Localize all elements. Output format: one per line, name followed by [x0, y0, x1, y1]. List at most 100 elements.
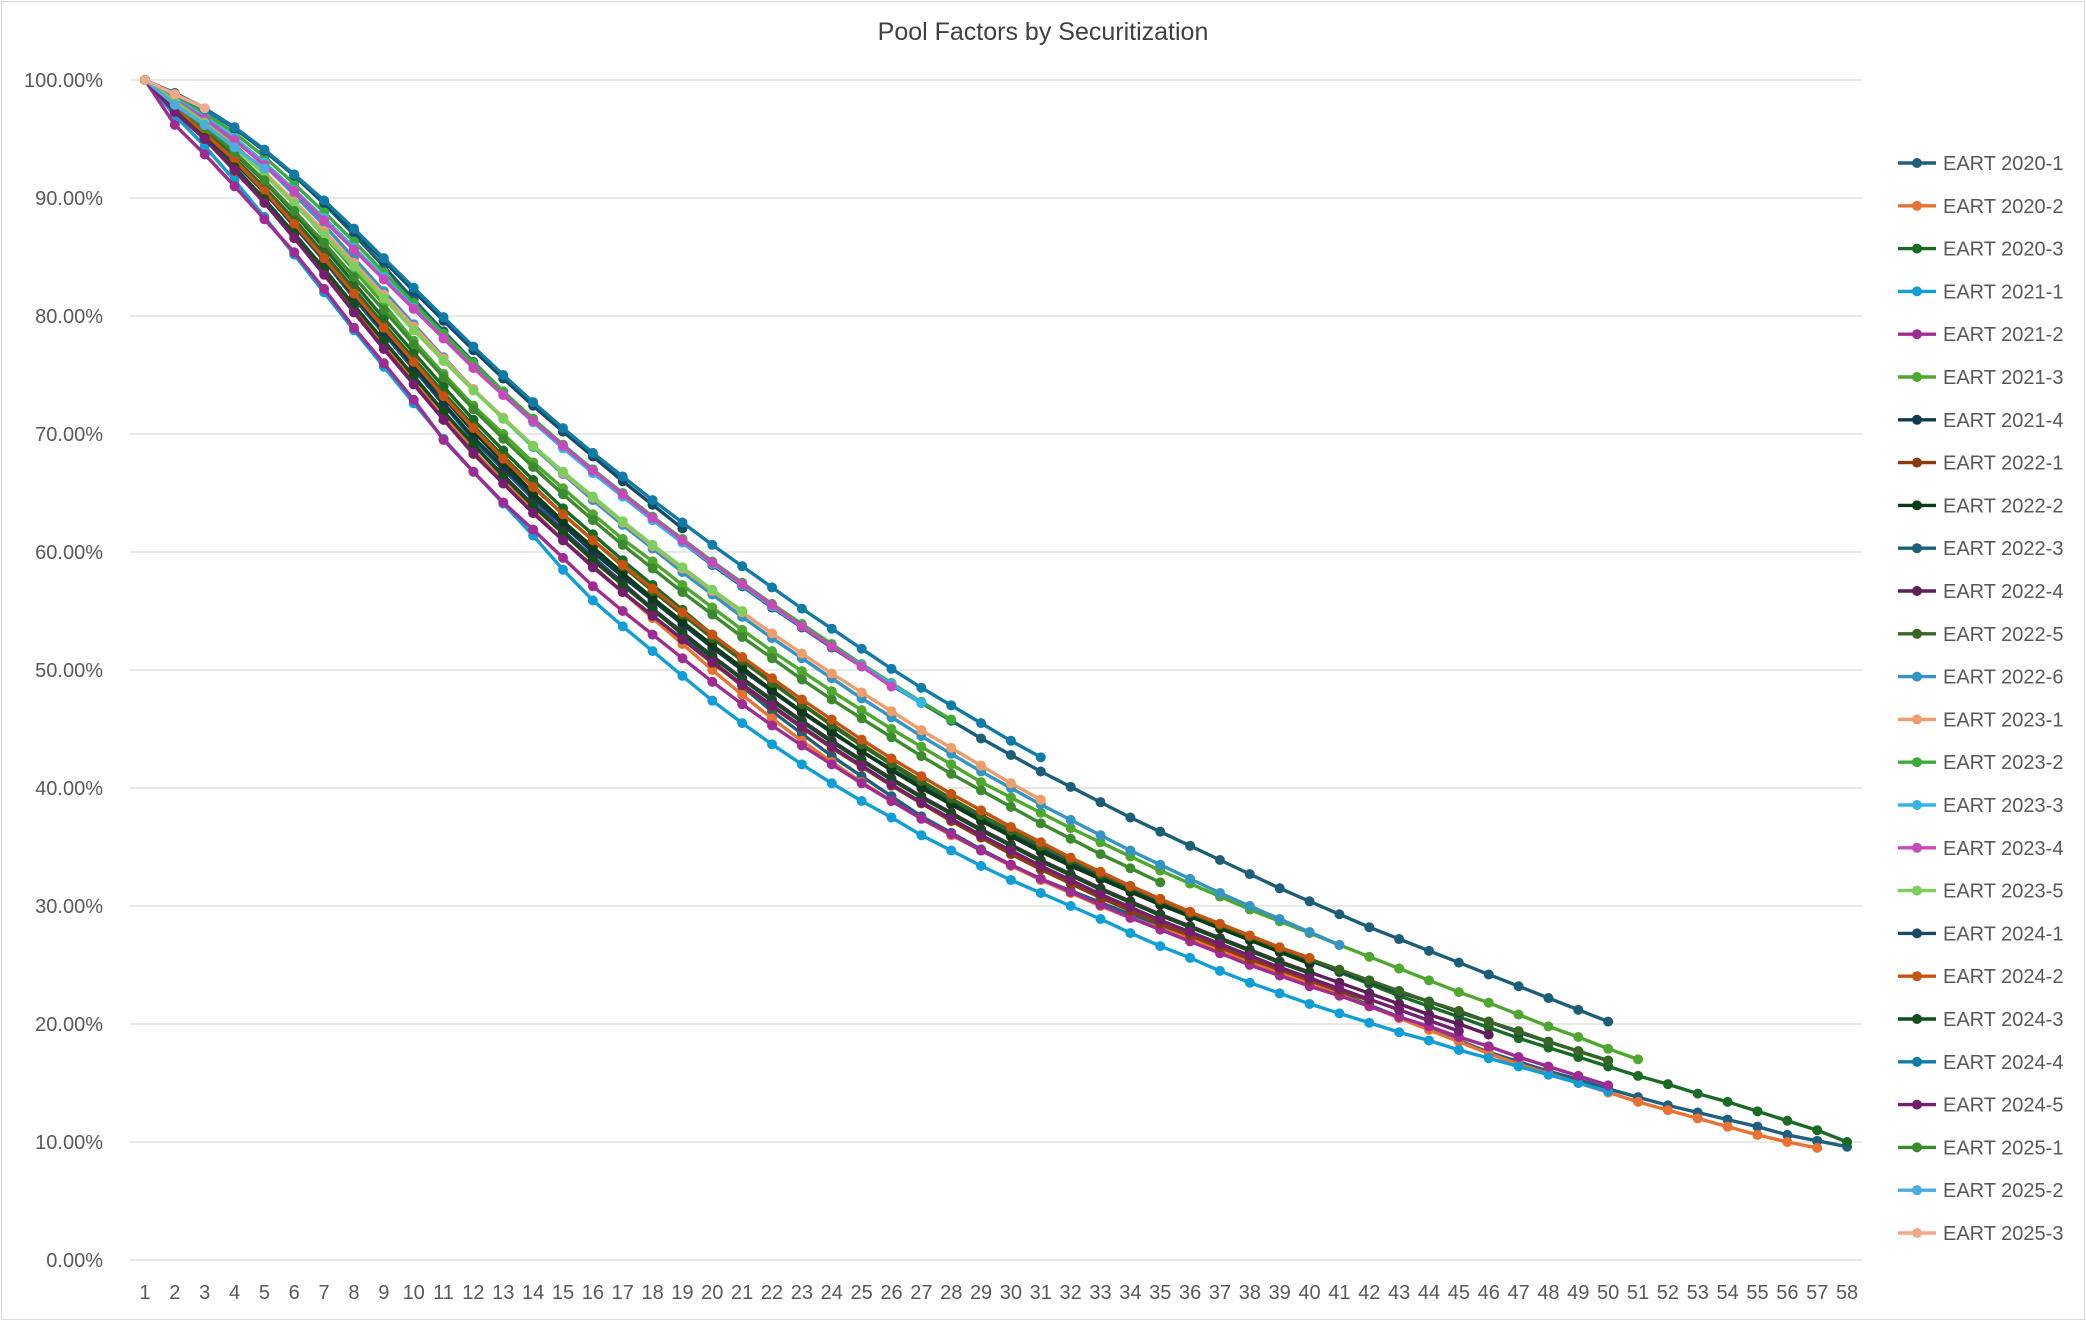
data-point: [647, 610, 658, 621]
legend-item: EART 2024-5: [1898, 1095, 2063, 1117]
data-point: [916, 741, 927, 752]
data-point: [647, 556, 658, 567]
legend-item: EART 2022-3: [1898, 538, 2063, 560]
data-point: [767, 628, 778, 639]
data-point: [289, 218, 300, 229]
data-point: [259, 163, 270, 174]
legend-item: EART 2020-2: [1898, 196, 2063, 218]
data-point: [1662, 1079, 1673, 1090]
legend-item: EART 2023-3: [1898, 795, 2063, 817]
data-point: [1573, 1070, 1584, 1081]
data-point: [1185, 873, 1196, 884]
x-tick-label: 51: [1627, 1282, 1649, 1304]
data-point: [468, 362, 479, 373]
data-point: [438, 355, 449, 366]
legend-label: EART 2023-3: [1943, 795, 2063, 817]
data-point: [438, 414, 449, 425]
y-tick-label: 40.00%: [35, 778, 103, 800]
data-point: [1782, 1129, 1793, 1140]
series-eart-2021-3: [139, 75, 1644, 1065]
y-tick-label: 70.00%: [35, 424, 103, 446]
data-point: [1065, 901, 1076, 911]
legend-label: EART 2021-4: [1943, 410, 2063, 432]
y-tick-label: 0.00%: [46, 1250, 103, 1272]
data-point: [1185, 952, 1196, 963]
data-point: [737, 606, 748, 616]
data-point: [916, 813, 927, 824]
x-axis-ticks: 1 2 3 4 5 6 7 8 9 10 11 12 13 14 15 16 17 18 19 20 21 22 23 24 2…: [139, 1282, 1858, 1304]
data-point: [1453, 1019, 1464, 1029]
data-point: [587, 465, 598, 476]
data-point: [1214, 888, 1225, 899]
x-tick-label: 19: [671, 1282, 693, 1304]
data-point: [408, 379, 419, 390]
data-point: [229, 142, 240, 153]
data-point: [677, 587, 688, 598]
data-point: [677, 535, 688, 546]
legend-swatch-marker: [1912, 414, 1922, 425]
data-point: [1125, 845, 1136, 856]
data-point: [1633, 1054, 1644, 1065]
data-point: [468, 466, 479, 477]
data-point: [319, 229, 330, 240]
data-point: [1543, 1069, 1554, 1080]
data-point: [976, 718, 987, 729]
legend-item: EART 2023-5: [1898, 881, 2063, 903]
data-point: [558, 440, 568, 451]
data-point: [169, 99, 180, 110]
data-point: [1424, 1035, 1434, 1046]
data-point: [826, 778, 837, 789]
data-point: [1812, 1142, 1823, 1153]
x-tick-label: 1: [139, 1282, 150, 1304]
legend-item: EART 2020-3: [1898, 239, 2063, 261]
data-point: [737, 689, 748, 700]
x-tick-label: 50: [1597, 1282, 1619, 1304]
x-tick-label: 48: [1537, 1282, 1559, 1304]
x-tick-label: 12: [462, 1282, 484, 1304]
x-tick-label: 15: [552, 1282, 574, 1304]
data-point: [617, 568, 628, 579]
data-point: [1573, 1004, 1584, 1015]
data-point: [1364, 951, 1375, 962]
data-point: [1603, 1080, 1614, 1091]
data-point: [617, 587, 628, 598]
data-point: [199, 103, 210, 114]
data-point: [1035, 837, 1046, 848]
data-point: [1005, 821, 1016, 832]
data-point: [378, 305, 389, 316]
data-point: [438, 406, 449, 417]
x-tick-label: 44: [1418, 1282, 1440, 1304]
data-point: [707, 629, 718, 640]
data-point: [1453, 1044, 1464, 1055]
gridlines: [130, 79, 1862, 1261]
data-point: [1453, 957, 1464, 968]
data-point: [826, 694, 837, 705]
legend-swatch-marker: [1912, 971, 1922, 982]
data-point: [886, 706, 897, 717]
data-point: [289, 169, 300, 180]
data-point: [1633, 1096, 1644, 1107]
data-point: [1005, 859, 1016, 870]
data-point: [1394, 963, 1405, 974]
data-point: [946, 829, 957, 840]
series-line: [143, 78, 1848, 1144]
legend-label: EART 2023-2: [1943, 752, 2063, 774]
series-line: [143, 78, 893, 688]
data-point: [1035, 794, 1046, 805]
legend-swatch-marker: [1912, 1014, 1922, 1024]
data-point: [468, 423, 479, 434]
data-point: [796, 706, 807, 717]
data-point: [856, 746, 867, 757]
data-point: [886, 681, 897, 692]
data-point: [1842, 1137, 1853, 1147]
data-point: [408, 325, 419, 336]
data-point: [1065, 781, 1076, 792]
data-point: [1244, 930, 1255, 941]
x-tick-label: 25: [850, 1282, 872, 1304]
legend-label: EART 2022-3: [1943, 538, 2063, 560]
legend-item: EART 2022-4: [1898, 581, 2063, 603]
data-point: [1334, 909, 1345, 920]
legend-label: EART 2021-3: [1943, 367, 2063, 389]
data-point: [1155, 826, 1166, 837]
